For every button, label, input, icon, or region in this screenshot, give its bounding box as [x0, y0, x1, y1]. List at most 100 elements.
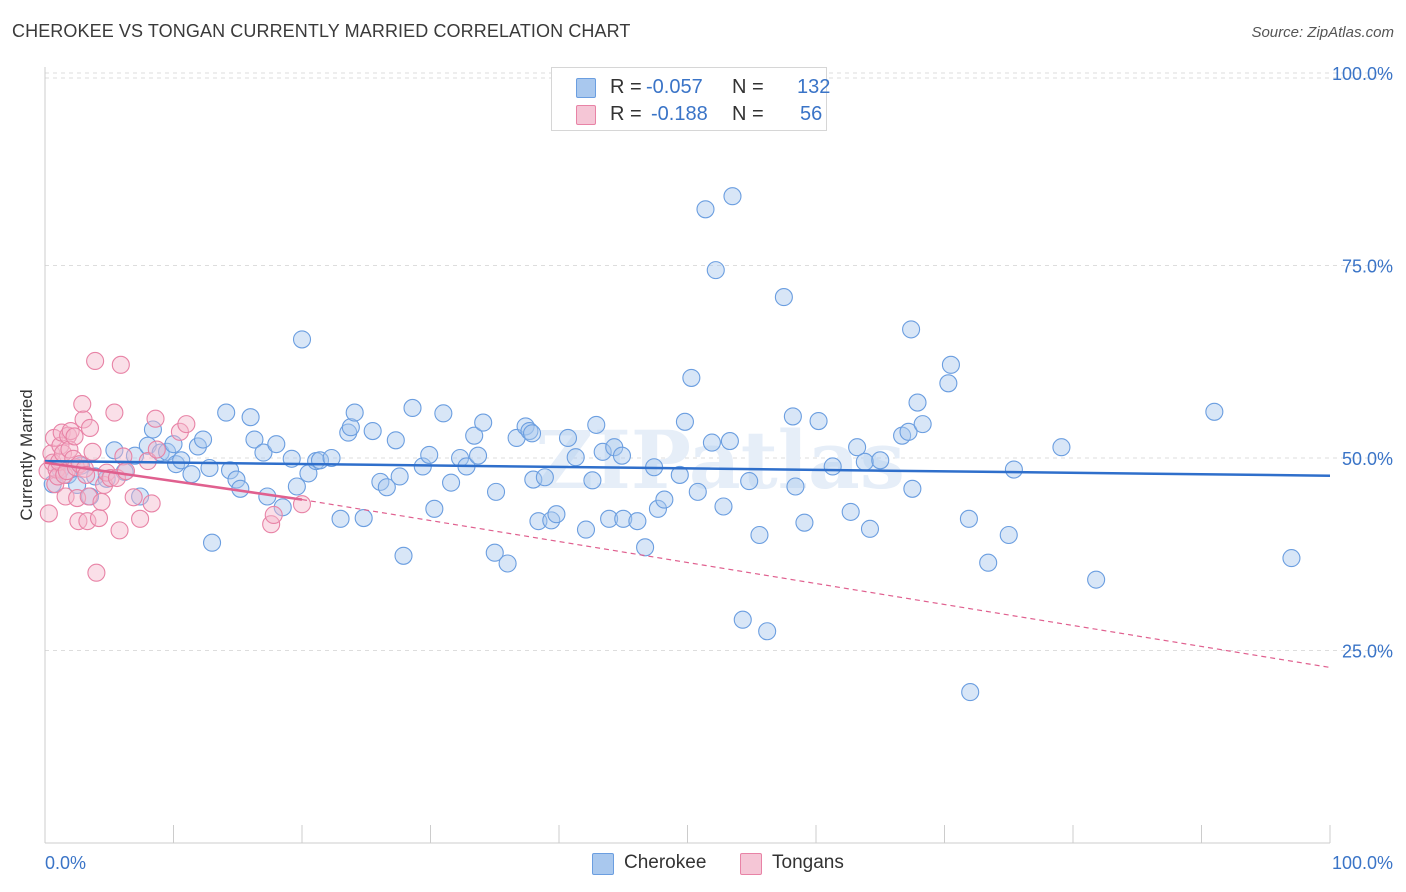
tongans-point: [48, 467, 67, 486]
tongans-point: [83, 442, 102, 461]
legend-label-cherokee: Cherokee: [624, 852, 707, 873]
cherokee-point: [377, 478, 396, 497]
tongans-point: [111, 355, 130, 374]
cherokee-point: [655, 490, 674, 509]
cherokee-point: [442, 473, 461, 492]
legend-label-tongans: Tongans: [772, 852, 844, 873]
cherokee-point: [899, 422, 918, 441]
legend-n-label: N =: [732, 76, 764, 98]
cherokee-point: [182, 465, 201, 484]
cherokee-point: [420, 445, 439, 464]
cherokee-point: [341, 418, 360, 437]
cherokee-point: [287, 477, 306, 496]
cherokee-point: [241, 408, 260, 427]
tongans-trend-extension: [301, 498, 1331, 669]
cherokee-point: [292, 330, 312, 349]
cherokee-point: [774, 288, 793, 307]
y-tick-label: 75.0%: [1342, 257, 1393, 277]
cherokee-point: [999, 525, 1018, 545]
watermark: ZIPatlas: [535, 413, 905, 507]
cherokee-point: [612, 446, 632, 465]
cherokee-point: [254, 443, 273, 462]
legend-r-value: -0.057: [646, 76, 703, 98]
cherokee-point: [841, 502, 860, 521]
cherokee-point: [848, 438, 867, 457]
cherokee-point: [227, 470, 246, 489]
cherokee-point: [547, 505, 566, 524]
cherokee-point: [903, 479, 922, 498]
cherokee-point: [1282, 549, 1301, 568]
cherokee-point: [498, 554, 517, 573]
cherokee-point: [706, 261, 725, 280]
cherokee-point: [587, 415, 606, 434]
cherokee-point: [363, 421, 382, 441]
cherokee-point: [979, 553, 998, 572]
cherokee-point: [740, 472, 759, 491]
tongans-point: [147, 440, 166, 459]
tongans-point: [142, 494, 161, 513]
cherokee-point: [425, 499, 444, 518]
cherokee-point: [614, 509, 633, 528]
cherokee-point: [354, 509, 373, 528]
tongans-swatch: [740, 853, 762, 875]
tongans-point: [87, 563, 106, 582]
cherokee-point: [217, 403, 236, 422]
cherokee-swatch: [576, 78, 596, 98]
cherokee-point: [68, 475, 87, 495]
cherokee-point: [220, 461, 240, 480]
tongans-point: [68, 488, 87, 508]
cherokee-point: [394, 546, 413, 565]
tongans-point: [78, 512, 97, 531]
cherokee-point: [345, 403, 364, 422]
cherokee-trend-line: [44, 459, 1331, 477]
cherokee-point: [682, 368, 701, 387]
tongans-point: [131, 509, 150, 528]
x-tick-label: 100.0%: [1332, 853, 1393, 873]
cherokee-swatch: [592, 853, 614, 875]
cherokee-point: [871, 451, 890, 470]
tongans-point: [77, 465, 96, 484]
cherokee-point: [628, 512, 647, 531]
cherokee-point: [576, 520, 596, 539]
legend-r-label: R =: [610, 76, 642, 98]
cherokee-point: [941, 355, 960, 374]
cherokee-point: [959, 509, 978, 528]
cherokee-point: [434, 404, 453, 423]
cherokee-point: [750, 525, 769, 545]
cherokee-point: [331, 509, 350, 528]
cherokee-point: [902, 320, 921, 339]
cherokee-point: [524, 470, 543, 489]
chart-title: CHEROKEE VS TONGAN CURRENTLY MARRIED COR…: [12, 21, 631, 41]
bottom-legend-tongans: Tongans: [740, 852, 870, 876]
cherokee-point: [520, 421, 539, 441]
legend-n-value: 56: [800, 103, 823, 125]
legend-n-label: N =: [732, 103, 764, 125]
cherokee-point: [566, 448, 585, 467]
cherokee-point: [474, 413, 493, 432]
y-tick-label: 100.0%: [1332, 64, 1393, 84]
cherokee-point: [600, 509, 619, 528]
cherokee-point: [860, 519, 880, 538]
cherokee-point: [1087, 570, 1106, 589]
tongans-point: [65, 427, 84, 446]
tongans-point: [177, 415, 196, 434]
cherokee-point: [1205, 402, 1224, 421]
tongans-trend-line: [44, 461, 303, 501]
cherokee-point: [855, 452, 874, 471]
y-tick-label: 50.0%: [1342, 449, 1393, 469]
tongans-point: [73, 395, 92, 414]
cherokee-point: [823, 457, 842, 476]
tongans-point: [116, 462, 136, 481]
cherokee-point: [733, 610, 752, 629]
cherokee-point: [908, 393, 927, 412]
cherokee-point: [486, 482, 506, 501]
cherokee-point: [714, 497, 733, 516]
tongans-point: [39, 504, 58, 523]
cherokee-point: [245, 430, 264, 449]
cherokee-point: [961, 683, 980, 702]
tongans-point: [56, 487, 75, 506]
cherokee-point: [403, 398, 422, 418]
tongans-point: [92, 492, 111, 511]
cherokee-point: [485, 543, 504, 562]
